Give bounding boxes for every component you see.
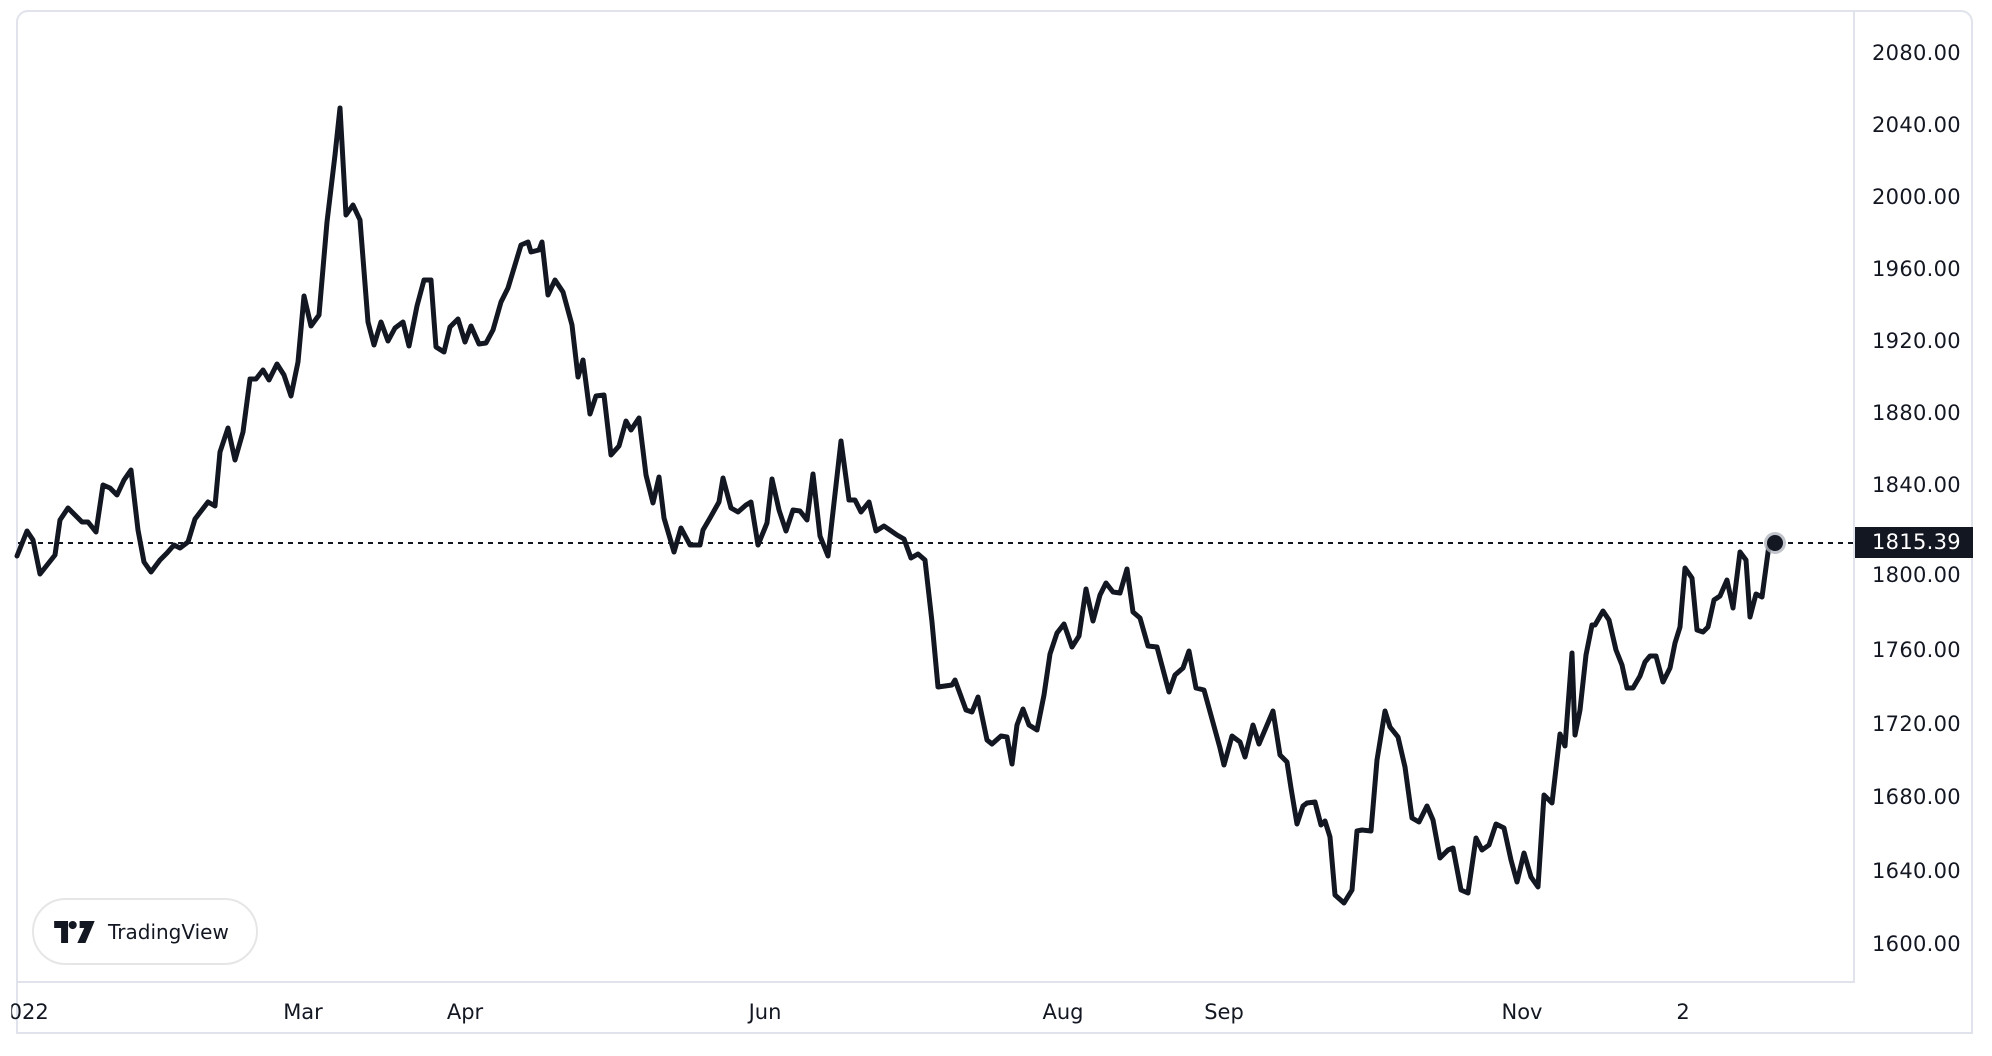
y-tick-label: 1640.00 <box>1872 859 1961 883</box>
y-tick-label: 1840.00 <box>1872 473 1961 497</box>
x-tick-label: 2 <box>1676 1000 1690 1024</box>
tradingview-label: TradingView <box>108 919 229 944</box>
time-axis-border <box>16 1032 1973 1034</box>
tradingview-logo-icon <box>54 920 95 943</box>
last-point-marker <box>1767 535 1783 551</box>
tradingview-badge[interactable]: TradingView <box>32 898 258 965</box>
y-tick-label: 2000.00 <box>1872 185 1961 209</box>
x-tick-label: 2022 <box>0 1000 49 1024</box>
x-tick-label: Nov <box>1501 1000 1543 1024</box>
x-tick-label: Sep <box>1204 1000 1244 1024</box>
y-tick-label: 2080.00 <box>1872 41 1961 65</box>
y-tick-label: 1720.00 <box>1872 712 1961 736</box>
y-tick-label: 1600.00 <box>1872 932 1961 956</box>
y-tick-label: 1960.00 <box>1872 257 1961 281</box>
y-tick-label: 1880.00 <box>1872 401 1961 425</box>
y-tick-label: 2040.00 <box>1872 113 1961 137</box>
x-tick-label: Aug <box>1042 1000 1084 1024</box>
chart-frame <box>16 10 1973 1034</box>
current-price-label: 1815.39 <box>1855 527 1973 558</box>
x-tick-label: Mar <box>283 1000 323 1024</box>
plot-area[interactable] <box>16 12 1855 983</box>
y-tick-label: 1760.00 <box>1872 638 1961 662</box>
x-tick-label: Apr <box>446 1000 484 1024</box>
price-series-line <box>14 105 1778 906</box>
x-tick-label: Jun <box>748 1000 782 1024</box>
y-tick-label: 1920.00 <box>1872 329 1961 353</box>
y-tick-label: 1800.00 <box>1872 563 1961 587</box>
y-tick-label: 1680.00 <box>1872 785 1961 809</box>
